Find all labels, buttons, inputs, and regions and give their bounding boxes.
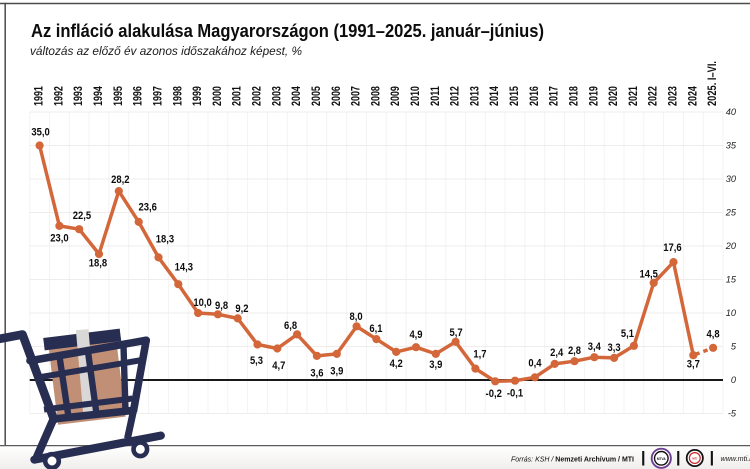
svg-text:2001: 2001 [232,86,244,106]
svg-text:35: 35 [726,141,737,151]
svg-text:2003: 2003 [271,86,283,106]
svg-text:MTVA: MTVA [657,457,666,461]
svg-text:3,9: 3,9 [330,365,343,377]
svg-text:2006: 2006 [331,86,343,106]
svg-text:25: 25 [725,208,737,218]
svg-text:2023: 2023 [668,86,680,106]
svg-text:1991: 1991 [34,86,46,106]
svg-text:2024: 2024 [687,86,699,106]
svg-text:2008: 2008 [370,86,382,106]
svg-text:20: 20 [725,241,737,251]
svg-text:6,1: 6,1 [369,323,382,335]
svg-text:1998: 1998 [172,86,184,106]
svg-text:5,7: 5,7 [450,327,463,339]
svg-text:www.mti.hu: www.mti.hu [721,454,750,463]
svg-text:28,2: 28,2 [111,174,129,186]
svg-text:4,7: 4,7 [272,360,285,372]
svg-text:10: 10 [726,308,737,318]
svg-text:18,8: 18,8 [89,258,107,270]
svg-text:8,0: 8,0 [350,311,363,323]
svg-text:3,6: 3,6 [310,367,323,379]
svg-text:4,8: 4,8 [707,328,720,340]
svg-text:2020: 2020 [608,86,620,106]
svg-text:9,8: 9,8 [215,300,228,312]
svg-text:17,6: 17,6 [663,242,681,254]
svg-text:0,4: 0,4 [528,357,542,369]
svg-text:2014: 2014 [489,86,501,106]
svg-text:14,3: 14,3 [175,262,193,274]
svg-text:3,4: 3,4 [588,341,602,353]
svg-text:6,8: 6,8 [284,320,297,332]
svg-text:2019: 2019 [588,86,600,106]
svg-text:23,0: 23,0 [50,232,68,244]
svg-text:1993: 1993 [73,86,85,106]
svg-text:2012: 2012 [450,86,462,106]
svg-text:MTI: MTI [692,457,697,461]
svg-text:1995: 1995 [113,86,125,106]
svg-text:2005: 2005 [311,86,323,106]
svg-text:2022: 2022 [648,86,660,106]
svg-text:5: 5 [731,342,737,352]
svg-text:2010: 2010 [410,86,422,106]
svg-text:15: 15 [726,275,737,285]
svg-text:2017: 2017 [549,86,561,106]
svg-text:Az infláció alakulása Magyaror: Az infláció alakulása Magyarországon (19… [31,21,544,41]
svg-text:3,9: 3,9 [429,359,442,371]
svg-text:2000: 2000 [212,86,224,106]
svg-text:2,8: 2,8 [568,345,581,357]
svg-text:2,4: 2,4 [550,347,564,359]
svg-text:3,7: 3,7 [687,359,700,371]
svg-text:Forrás: KSH / Nemzeti Archívum: Forrás: KSH / Nemzeti Archívum / MTI [511,456,634,463]
svg-text:2007: 2007 [351,86,363,106]
svg-text:2013: 2013 [469,86,481,106]
svg-text:2004: 2004 [291,86,303,106]
svg-text:4,9: 4,9 [409,329,422,341]
svg-text:2002: 2002 [252,86,264,106]
svg-text:18,3: 18,3 [156,233,174,245]
svg-text:0: 0 [731,375,737,385]
svg-text:2018: 2018 [569,86,581,106]
svg-text:9,2: 9,2 [235,303,248,315]
svg-text:3,3: 3,3 [608,342,621,354]
svg-text:-5: -5 [728,409,737,419]
svg-text:-0,2: -0,2 [486,388,502,400]
svg-text:1992: 1992 [53,86,65,106]
svg-text:1997: 1997 [153,86,165,106]
svg-text:4,2: 4,2 [390,358,403,370]
svg-text:-0,1: -0,1 [507,388,523,400]
svg-text:1999: 1999 [192,86,204,106]
svg-text:2015: 2015 [509,86,521,106]
svg-text:2016: 2016 [529,86,541,106]
svg-text:22,5: 22,5 [73,210,91,222]
svg-text:40: 40 [726,107,737,117]
svg-text:2021: 2021 [628,86,640,106]
svg-text:35,0: 35,0 [31,127,49,139]
svg-text:változás az előző év azonos id: változás az előző év azonos időszakához … [30,44,302,58]
svg-text:2025. I–VI.: 2025. I–VI. [707,61,719,106]
svg-text:5,3: 5,3 [250,355,263,367]
svg-text:30: 30 [726,174,737,184]
svg-text:1996: 1996 [133,86,145,106]
svg-text:14,5: 14,5 [640,268,658,280]
svg-text:2009: 2009 [390,86,402,106]
svg-text:1,7: 1,7 [473,349,486,361]
svg-text:10,0: 10,0 [193,297,211,309]
svg-text:23,6: 23,6 [139,201,157,213]
svg-text:5,1: 5,1 [621,328,634,340]
svg-text:2011: 2011 [430,86,442,106]
svg-text:1994: 1994 [93,86,105,106]
